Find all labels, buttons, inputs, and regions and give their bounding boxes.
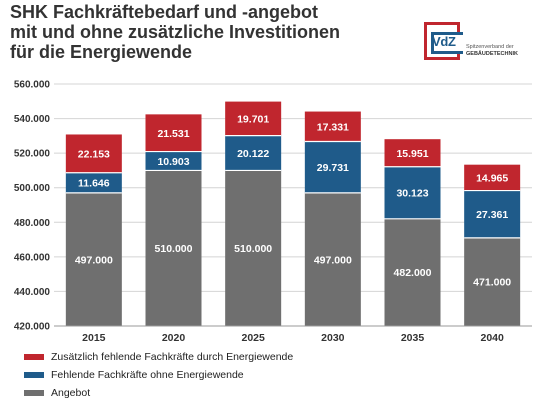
bar-value-label: 510.000 bbox=[155, 243, 193, 255]
y-tick-label: 440.000 bbox=[14, 287, 51, 298]
bar-value-label: 497.000 bbox=[314, 254, 352, 266]
bar-segment bbox=[384, 218, 441, 326]
bar-segment bbox=[464, 164, 521, 191]
bar-segment bbox=[65, 192, 122, 326]
vdz-logo-line-1: Spitzenverband der bbox=[466, 44, 514, 50]
bar-value-label: 22.153 bbox=[78, 148, 110, 160]
legend-swatch bbox=[24, 372, 44, 378]
bar-segment bbox=[65, 134, 122, 173]
bar-value-label: 15.951 bbox=[396, 148, 428, 160]
bar-segment bbox=[304, 111, 361, 142]
bar-value-label: 10.903 bbox=[157, 156, 189, 168]
x-tick-label: 2040 bbox=[480, 332, 504, 344]
legend-item: Fehlende Fachkräfte ohne Energiewende bbox=[24, 366, 293, 384]
bar-segment bbox=[225, 170, 282, 326]
x-tick-label: 2015 bbox=[82, 332, 106, 344]
bar-value-label: 17.331 bbox=[317, 121, 349, 133]
bar-value-label: 482.000 bbox=[394, 267, 432, 279]
title-line-1: SHK Fachkräftebedarf und -angebot bbox=[10, 2, 319, 22]
x-tick-label: 2020 bbox=[162, 332, 186, 344]
bar-segment bbox=[304, 192, 361, 326]
bar-value-label: 19.701 bbox=[237, 113, 269, 125]
y-tick-label: 420.000 bbox=[14, 322, 51, 333]
y-tick-label: 540.000 bbox=[14, 114, 51, 125]
vdz-logo-text: Spitzenverband der GEBÄUDETECHNIK bbox=[466, 44, 538, 58]
legend-label: Angebot bbox=[51, 387, 91, 399]
bar-segment bbox=[464, 237, 521, 326]
y-tick-label: 460.000 bbox=[14, 252, 51, 263]
bar-segment bbox=[384, 166, 441, 219]
bar-value-label: 30.123 bbox=[396, 188, 428, 200]
vdz-logo: VdZ Spitzenverband der GEBÄUDETECHNIK bbox=[424, 22, 536, 66]
title-line-3: für die Energiewende bbox=[10, 42, 193, 62]
y-tick-label: 560.000 bbox=[14, 80, 51, 91]
x-tick-label: 2030 bbox=[321, 332, 345, 344]
bar-segment bbox=[464, 190, 521, 238]
y-tick-label: 500.000 bbox=[14, 183, 51, 194]
y-tick-label: 480.000 bbox=[14, 218, 51, 229]
legend-label: Zusätzlich fehlende Fachkräfte durch Ene… bbox=[51, 351, 294, 363]
bar-segment bbox=[225, 101, 282, 136]
title-line-2: mit und ohne zusätzliche Investitionen bbox=[10, 22, 341, 42]
bar-segment bbox=[384, 139, 441, 167]
bar-value-label: 21.531 bbox=[157, 128, 189, 140]
legend-item: Zusätzlich fehlende Fachkräfte durch Ene… bbox=[24, 348, 293, 366]
bar-segment bbox=[225, 135, 282, 171]
chart-legend: Zusätzlich fehlende Fachkräfte durch Ene… bbox=[24, 348, 293, 402]
stacked-bar-chart: 420.000 440.000 460.000 480.000 500.000 520.0… bbox=[14, 80, 532, 344]
bar-value-label: 497.000 bbox=[75, 254, 113, 266]
bar-value-label: 29.731 bbox=[317, 162, 349, 174]
bar-value-label: 510.000 bbox=[234, 243, 272, 255]
y-tick-label: 520.000 bbox=[14, 149, 51, 160]
bar-value-label: 20.122 bbox=[237, 148, 269, 160]
bar-value-label: 27.361 bbox=[476, 209, 508, 221]
legend-swatch bbox=[24, 390, 44, 396]
bar-segment bbox=[145, 170, 202, 326]
bar-segment bbox=[304, 141, 361, 193]
vdz-logo-mark: VdZ bbox=[424, 22, 463, 60]
legend-item: Angebot bbox=[24, 384, 293, 402]
chart-title: SHK Fachkräftebedarf und -angebot mit un… bbox=[10, 2, 410, 62]
vdz-logo-abbr: VdZ bbox=[432, 34, 456, 49]
vdz-logo-line-2: GEBÄUDETECHNIK bbox=[466, 51, 518, 57]
bar-value-label: 471.000 bbox=[473, 277, 511, 289]
bar-value-label: 11.646 bbox=[78, 178, 110, 190]
legend-swatch bbox=[24, 354, 44, 360]
bar-segment bbox=[145, 114, 202, 152]
bar-segment bbox=[145, 151, 202, 171]
legend-label: Fehlende Fachkräfte ohne Energiewende bbox=[51, 369, 244, 381]
x-tick-label: 2035 bbox=[401, 332, 425, 344]
bar-value-label: 14.965 bbox=[476, 172, 508, 184]
x-tick-label: 2025 bbox=[241, 332, 265, 344]
bar-segment bbox=[65, 172, 122, 193]
